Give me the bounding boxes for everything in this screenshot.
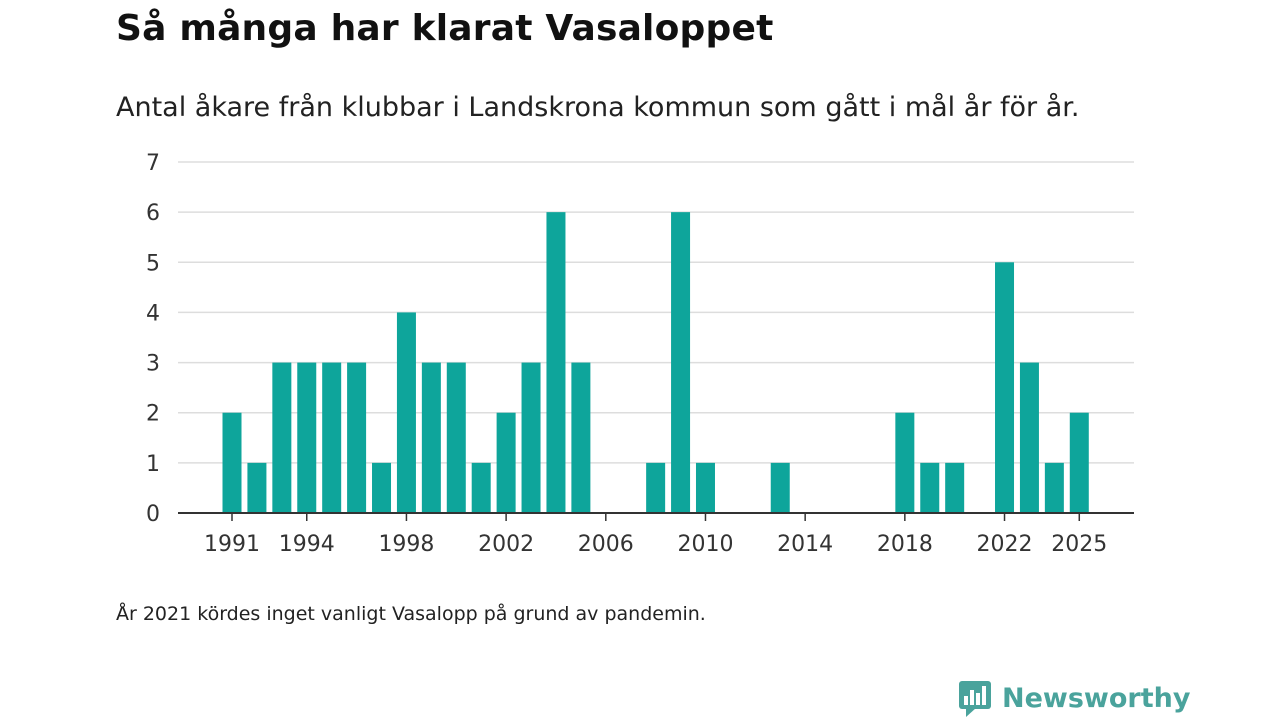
bar-1996 [347,362,367,513]
bar-1999 [421,362,441,513]
bar-2005 [571,362,591,513]
bar-2010 [695,462,715,513]
brand-name: Newsworthy [1002,683,1191,714]
bar-2018 [895,412,915,513]
chart-subtitle: Antal åkare från klubbar i Landskrona ko… [116,92,1080,123]
x-tick-label-2010: 2010 [677,532,733,557]
bar-2000 [446,362,466,513]
bar-2019 [920,462,940,513]
x-tick-label-2022: 2022 [977,532,1033,557]
chart-title: Så många har klarat Vasaloppet [116,8,774,49]
y-tick-label-6: 6 [146,201,160,226]
x-tick-label-1991: 1991 [204,532,260,557]
bar-2009 [671,212,691,513]
bar-2001 [471,462,491,513]
y-tick-label-4: 4 [146,301,160,326]
bar-2002 [496,412,516,513]
y-tick-label-7: 7 [146,151,160,176]
y-tick-label-2: 2 [146,402,160,427]
bar-2025 [1069,412,1089,513]
bar-2003 [521,362,541,513]
y-tick-label-1: 1 [146,452,160,477]
bar-1994 [297,362,317,513]
x-tick-label-1998: 1998 [378,532,434,557]
y-tick-label-5: 5 [146,251,160,276]
x-tick-label-1994: 1994 [279,532,335,557]
bar-1993 [272,362,292,513]
x-tick-label-2014: 2014 [777,532,833,557]
y-tick-label-0: 0 [146,502,160,527]
x-tick-label-2025: 2025 [1051,532,1107,557]
bar-2020 [945,462,965,513]
bar-1995 [322,362,342,513]
newsworthy-logo-icon [959,681,991,717]
bar-1991 [222,412,242,513]
bars [222,212,1089,513]
bar-2022 [995,262,1015,513]
bar-2024 [1044,462,1064,513]
bar-chart: 0 1 2 3 4 5 6 7 1991 1994 1998 2002 2006 2010 2014 2018… [146,151,1134,557]
bar-2008 [646,462,666,513]
bar-2023 [1019,362,1039,513]
axes: 0 1 2 3 4 5 6 7 1991 1994 1998 2002 2006 2010 2014 2018… [146,151,1134,557]
bar-1997 [372,462,392,513]
bar-1998 [396,312,416,513]
gridlines [178,161,1134,464]
x-tick-label-2002: 2002 [478,532,534,557]
bar-2004 [546,212,566,513]
x-tick-label-2018: 2018 [877,532,933,557]
footnote: År 2021 kördes inget vanligt Vasalopp på… [116,603,706,625]
y-tick-label-3: 3 [146,352,160,377]
x-tick-label-2006: 2006 [578,532,634,557]
newsworthy-logo: Newsworthy [958,680,1190,718]
bar-2013 [770,462,790,513]
bar-1992 [247,462,267,513]
